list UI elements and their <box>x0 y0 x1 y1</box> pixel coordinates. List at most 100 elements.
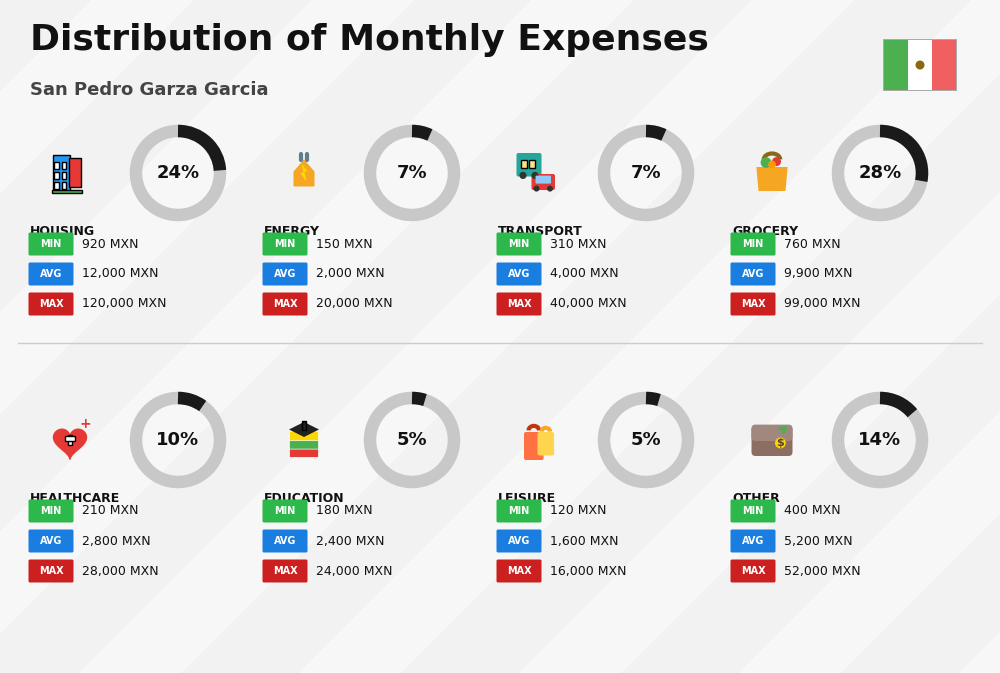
FancyBboxPatch shape <box>290 448 319 458</box>
Text: MAX: MAX <box>39 299 63 309</box>
Text: 920 MXN: 920 MXN <box>82 238 138 250</box>
Text: MIN: MIN <box>274 239 296 249</box>
Circle shape <box>915 61 924 69</box>
Text: 14%: 14% <box>858 431 902 449</box>
Text: 10%: 10% <box>156 431 200 449</box>
Text: 7%: 7% <box>631 164 661 182</box>
FancyBboxPatch shape <box>262 293 308 316</box>
Text: San Pedro Garza Garcia: San Pedro Garza Garcia <box>30 81 268 99</box>
Text: GROCERY: GROCERY <box>732 225 798 238</box>
FancyBboxPatch shape <box>65 436 75 441</box>
FancyBboxPatch shape <box>28 293 73 316</box>
FancyBboxPatch shape <box>262 262 308 285</box>
Text: 99,000 MXN: 99,000 MXN <box>784 297 860 310</box>
FancyBboxPatch shape <box>730 232 776 256</box>
Circle shape <box>531 172 539 179</box>
Text: MAX: MAX <box>741 299 765 309</box>
FancyBboxPatch shape <box>290 431 319 441</box>
Text: 120 MXN: 120 MXN <box>550 505 606 518</box>
Text: Distribution of Monthly Expenses: Distribution of Monthly Expenses <box>30 23 709 57</box>
FancyBboxPatch shape <box>730 530 776 553</box>
Text: ENERGY: ENERGY <box>264 225 320 238</box>
Polygon shape <box>300 164 308 182</box>
Text: 20,000 MXN: 20,000 MXN <box>316 297 393 310</box>
Text: 400 MXN: 400 MXN <box>784 505 841 518</box>
FancyBboxPatch shape <box>497 559 542 583</box>
FancyBboxPatch shape <box>908 40 932 90</box>
Text: AVG: AVG <box>742 536 764 546</box>
Text: LEISURE: LEISURE <box>498 492 556 505</box>
Circle shape <box>772 157 781 166</box>
Text: MAX: MAX <box>507 566 531 576</box>
FancyBboxPatch shape <box>497 530 542 553</box>
FancyBboxPatch shape <box>730 262 776 285</box>
Text: 4,000 MXN: 4,000 MXN <box>550 267 619 281</box>
Text: HEALTHCARE: HEALTHCARE <box>30 492 120 505</box>
Text: MAX: MAX <box>507 299 531 309</box>
Text: 7%: 7% <box>397 164 427 182</box>
Text: 120,000 MXN: 120,000 MXN <box>82 297 166 310</box>
Text: MIN: MIN <box>742 506 764 516</box>
Text: MAX: MAX <box>741 566 765 576</box>
FancyBboxPatch shape <box>524 432 544 460</box>
FancyBboxPatch shape <box>752 425 792 456</box>
Circle shape <box>534 186 540 192</box>
Text: 16,000 MXN: 16,000 MXN <box>550 565 626 577</box>
FancyBboxPatch shape <box>290 439 319 449</box>
FancyBboxPatch shape <box>521 160 527 168</box>
Text: MIN: MIN <box>742 239 764 249</box>
Text: 760 MXN: 760 MXN <box>784 238 841 250</box>
Text: +: + <box>79 417 91 431</box>
Text: MAX: MAX <box>39 566 63 576</box>
Text: AVG: AVG <box>742 269 764 279</box>
Text: 310 MXN: 310 MXN <box>550 238 606 250</box>
FancyBboxPatch shape <box>68 435 72 446</box>
FancyBboxPatch shape <box>28 499 73 522</box>
FancyBboxPatch shape <box>497 499 542 522</box>
Text: 150 MXN: 150 MXN <box>316 238 373 250</box>
Polygon shape <box>289 422 319 437</box>
Text: TRANSPORT: TRANSPORT <box>498 225 583 238</box>
FancyBboxPatch shape <box>52 190 82 192</box>
Circle shape <box>768 161 776 168</box>
FancyBboxPatch shape <box>529 160 535 168</box>
FancyBboxPatch shape <box>54 182 59 188</box>
Text: $: $ <box>777 438 784 448</box>
FancyBboxPatch shape <box>28 530 73 553</box>
FancyBboxPatch shape <box>302 421 306 429</box>
Polygon shape <box>294 160 314 186</box>
Text: 180 MXN: 180 MXN <box>316 505 373 518</box>
Text: 24,000 MXN: 24,000 MXN <box>316 565 392 577</box>
Text: AVG: AVG <box>40 269 62 279</box>
Text: 40,000 MXN: 40,000 MXN <box>550 297 627 310</box>
FancyBboxPatch shape <box>730 499 776 522</box>
FancyBboxPatch shape <box>28 559 73 583</box>
FancyBboxPatch shape <box>62 172 66 179</box>
Text: AVG: AVG <box>274 269 296 279</box>
Text: OTHER: OTHER <box>732 492 780 505</box>
FancyBboxPatch shape <box>497 232 542 256</box>
Text: 2,000 MXN: 2,000 MXN <box>316 267 385 281</box>
FancyBboxPatch shape <box>54 162 59 169</box>
Text: 52,000 MXN: 52,000 MXN <box>784 565 861 577</box>
FancyBboxPatch shape <box>497 262 542 285</box>
Text: 5,200 MXN: 5,200 MXN <box>784 534 853 548</box>
Text: 210 MXN: 210 MXN <box>82 505 138 518</box>
Text: MAX: MAX <box>273 299 297 309</box>
Text: 2,400 MXN: 2,400 MXN <box>316 534 384 548</box>
Text: AVG: AVG <box>274 536 296 546</box>
FancyBboxPatch shape <box>497 293 542 316</box>
Text: MIN: MIN <box>40 239 62 249</box>
Polygon shape <box>756 167 788 191</box>
FancyBboxPatch shape <box>883 39 957 91</box>
FancyBboxPatch shape <box>28 232 73 256</box>
Text: EDUCATION: EDUCATION <box>264 492 345 505</box>
FancyBboxPatch shape <box>262 559 308 583</box>
FancyBboxPatch shape <box>884 40 908 90</box>
Text: 24%: 24% <box>156 164 200 182</box>
FancyBboxPatch shape <box>53 155 70 191</box>
Polygon shape <box>54 429 86 459</box>
Text: AVG: AVG <box>40 536 62 546</box>
Circle shape <box>547 186 553 192</box>
Text: MIN: MIN <box>40 506 62 516</box>
